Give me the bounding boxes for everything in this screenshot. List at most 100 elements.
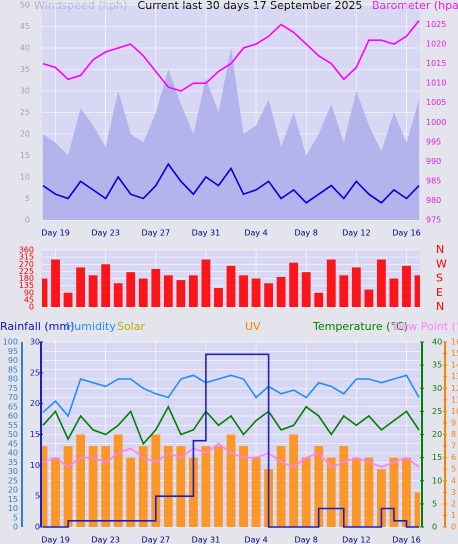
y3-tick-label: 40 [432,338,442,347]
y3-tick-label: 10 [432,476,442,485]
y2-tick-label: 30 [30,338,40,347]
y-tick-label: 225 [19,267,34,276]
y2-tick-label: 990 [426,157,441,166]
y2-tick-label: 20 [30,399,40,408]
y-tick-label: 20 [20,130,30,139]
y2-tick-label: 1010 [426,79,446,88]
y2-tick-label: 15 [30,430,40,439]
bar [113,434,123,527]
y-tick-label: 100 [3,338,18,347]
y2-tick-label: 1020 [426,40,446,49]
y-tick-label: 180 [19,274,34,283]
y-tick-label: 15 [8,495,18,504]
bar [351,457,361,527]
bar [214,446,223,527]
bar [251,457,261,527]
y-tick-label: 315 [19,253,34,262]
x-tick-label: Day 4 [244,229,267,238]
bar [101,446,111,527]
bar [176,280,186,307]
bar [264,283,274,307]
y-tick-label: 25 [8,476,18,485]
y-tick-label: 50 [8,430,18,439]
bar [63,446,73,527]
bar [151,269,161,307]
bar [414,492,420,527]
bar [339,446,349,527]
y-tick-label: 85 [8,365,18,374]
line [42,162,420,204]
bar [201,446,211,527]
y4-tick-label: 6 [451,453,456,462]
bar [389,457,399,527]
bar [289,434,299,527]
bar [301,272,311,307]
y-tick-label: 5 [13,513,18,522]
bar [289,262,299,307]
bar [364,289,374,307]
bar [339,275,349,307]
x-tick-label: Day 31 [192,229,221,238]
bar [151,434,161,527]
bar [76,267,86,307]
y-tick-label: 90 [8,356,18,365]
bar [63,292,73,307]
bar [251,278,261,307]
bar [376,259,386,307]
y4-tick-label: 3 [451,488,456,497]
y3-tick-label: 0 [432,523,437,532]
y-tick-label: 20 [8,486,18,495]
y3-tick-label: 35 [432,361,442,370]
x-tick-label: Day 12 [342,229,371,238]
x-tick-label: Day 19 [41,229,70,238]
y4-tick-label: 14 [451,361,458,370]
y2-tick-label: 5 [35,492,40,501]
bar [214,288,223,307]
y4-tick-label: 8 [451,430,456,439]
y-tick-label: 0 [13,523,18,532]
x-tick-label: Day 8 [294,229,317,238]
y4-tick-label: 15 [451,349,458,358]
y-tick-label: 30 [20,87,30,96]
y3-tick-label: 20 [432,430,442,439]
compass-label: W [436,257,447,270]
y-tick-label: 65 [8,402,18,411]
legend-label: Dew Point (°C [393,320,458,333]
y-tick-label: 30 [8,467,18,476]
y-tick-label: 10 [20,173,30,182]
compass-label: N [436,243,444,256]
y-tick-label: 70 [8,393,18,402]
legend-label: UV [245,320,261,333]
y2-tick-label: 1005 [426,98,446,107]
y-tick-label: 90 [24,288,34,297]
bar [389,278,399,307]
y2-axis-label: Barometer (hpa) [372,0,458,12]
bar [138,278,148,307]
bar [376,469,386,527]
y-tick-label: 0 [29,303,34,312]
line [42,20,420,92]
y4-tick-label: 10 [451,407,458,416]
x-tick-label: Day 16 [392,536,421,544]
y-tick-label: 45 [20,22,30,31]
bar [113,283,123,307]
area [43,48,419,220]
y-tick-label: 270 [19,260,34,269]
y2-tick-label: 985 [426,176,441,185]
bar [239,446,248,527]
bar [276,276,286,307]
bar [364,457,374,527]
bar [88,446,98,527]
bar [76,434,86,527]
y2-tick-label: 1015 [426,59,446,68]
legend: Rainfall (mm)Humidity Solar UV Temperature … [0,320,458,333]
x-tick-label: Day 19 [41,536,70,544]
bar [226,265,236,307]
x-tick-label: Day 27 [142,229,171,238]
y-tick-label: 60 [8,412,18,421]
y-tick-label: 40 [20,44,30,53]
bar [51,457,60,527]
bar [126,457,136,527]
x-tick-label: Day 27 [142,536,171,544]
